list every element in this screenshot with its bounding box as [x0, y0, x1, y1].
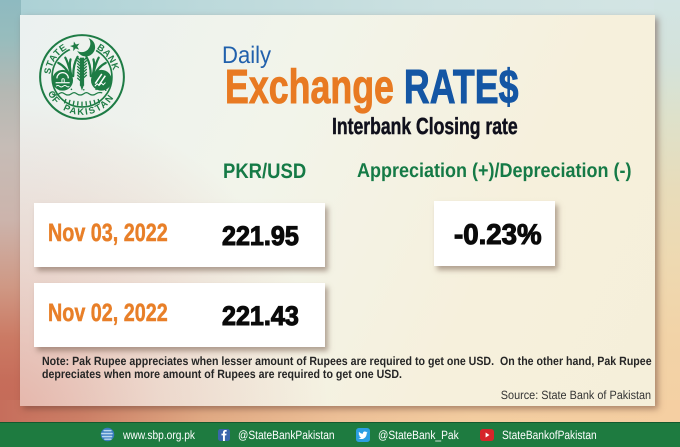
svg-text:PAKISTAN: PAKISTAN	[62, 92, 117, 118]
svg-text:OF: OF	[45, 89, 61, 106]
